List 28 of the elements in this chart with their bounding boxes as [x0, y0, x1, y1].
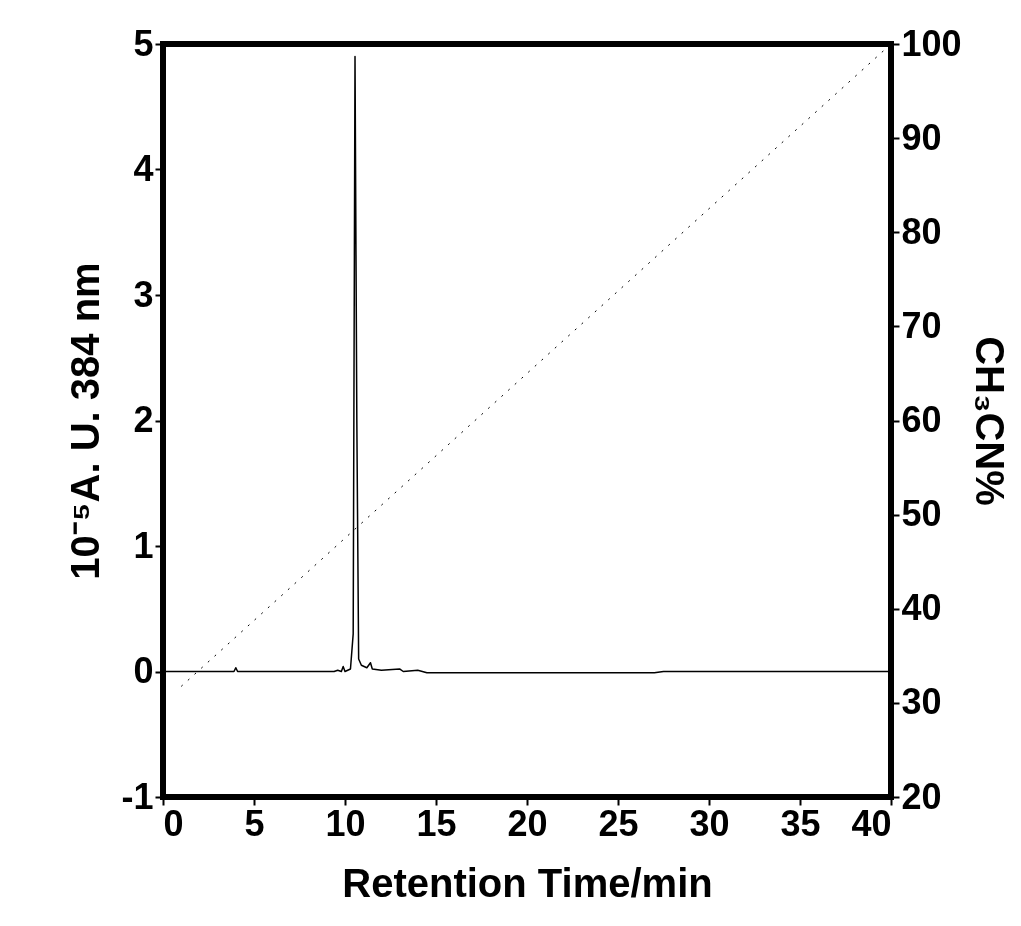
- x-tick-label: 20: [507, 802, 548, 844]
- x-tick-label: 10: [325, 802, 366, 844]
- y2-tick-label: 20: [901, 775, 942, 817]
- y2-tick-label: 30: [901, 681, 942, 723]
- x-tick-label: 0: [163, 802, 184, 844]
- x-tick-label: 40: [851, 802, 892, 844]
- y2-tick-label: 70: [901, 304, 942, 346]
- y2-axis-title: CH₃CN%: [967, 336, 1012, 506]
- y-tick-label: 2: [133, 399, 154, 440]
- x-tick-label: 5: [244, 802, 265, 844]
- y-tick-label: 5: [133, 22, 154, 64]
- y-tick-label: 3: [133, 273, 154, 315]
- y2-tick-label: 40: [901, 587, 942, 629]
- y2-tick-label: 90: [901, 116, 942, 158]
- y2-tick-label: 50: [901, 493, 942, 535]
- y-tick-label: 4: [133, 148, 154, 189]
- x-tick-label: 25: [598, 802, 639, 844]
- x-tick-label: 35: [780, 802, 821, 844]
- x-tick-label: 30: [689, 802, 730, 844]
- y2-tick-label: 100: [901, 22, 962, 64]
- y-tick-label: 0: [133, 650, 154, 691]
- x-axis-title: Retention Time/min: [342, 860, 713, 905]
- y2-tick-label: 80: [901, 210, 942, 252]
- x-tick-label: 15: [416, 802, 457, 844]
- y-tick-label: 1: [133, 524, 154, 566]
- y-axis-title: 10⁻⁵A. U. 384 nm: [63, 262, 108, 580]
- y2-tick-label: 60: [901, 399, 942, 440]
- y-tick-label: -1: [121, 775, 154, 817]
